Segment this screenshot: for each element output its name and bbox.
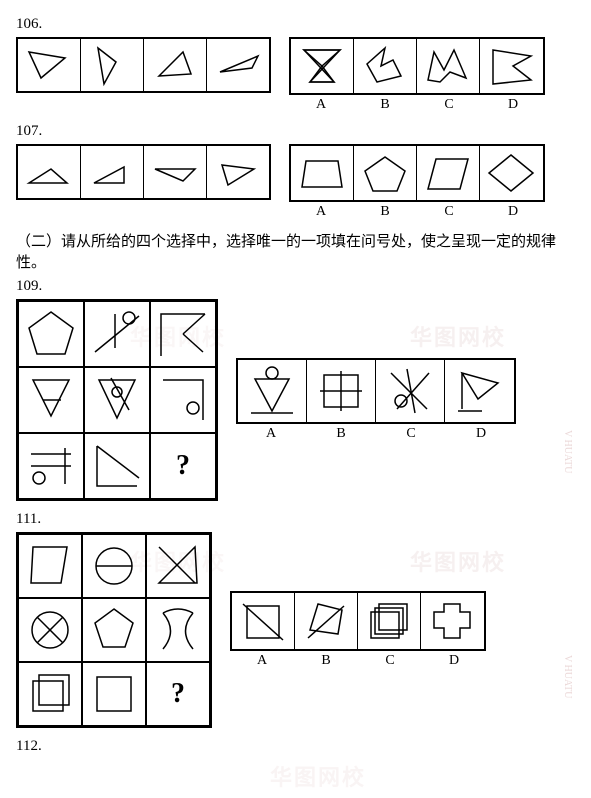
q111-options-wrap: A B C D (230, 591, 486, 669)
q106-options-wrap: A B C D (289, 37, 545, 113)
label-c: C (417, 204, 481, 220)
q106-labels: A B C D (289, 97, 545, 113)
q107-options-wrap: A B C D (289, 144, 545, 220)
question-mark: ? (176, 450, 190, 482)
q109-options-wrap: A B C D (236, 358, 516, 442)
question-number-111: 111. (16, 511, 581, 528)
q109-row: ? A B C D (16, 299, 575, 501)
label-d: D (481, 97, 545, 113)
section-2-instruction: （二）请从所给的四个选择中，选择唯一的一项填在问号处，使之呈现一定的规律性。 (16, 230, 575, 272)
label-c: C (376, 426, 446, 442)
question-number-112: 112. (16, 738, 581, 755)
q111-options (230, 591, 486, 651)
question-number-109: 109. (16, 278, 581, 295)
label-c: C (417, 97, 481, 113)
label-a: A (236, 426, 306, 442)
q111-row: ? A B C D (16, 532, 575, 728)
label-b: B (294, 653, 358, 669)
q109-options (236, 358, 516, 424)
label-a: A (289, 204, 353, 220)
q106-options (289, 37, 545, 95)
label-b: B (353, 97, 417, 113)
label-d: D (446, 426, 516, 442)
label-b: B (306, 426, 376, 442)
question-number-106: 106. (16, 16, 581, 33)
q109-matrix: ? (16, 299, 218, 501)
q106-row: A B C D (16, 37, 575, 113)
label-c: C (358, 653, 422, 669)
label-d: D (422, 653, 486, 669)
label-a: A (230, 653, 294, 669)
label-a: A (289, 97, 353, 113)
label-b: B (353, 204, 417, 220)
q111-labels: A B C D (230, 653, 486, 669)
q107-row: A B C D (16, 144, 575, 220)
label-d: D (481, 204, 545, 220)
question-number-107: 107. (16, 123, 581, 140)
question-mark: ? (171, 678, 185, 710)
q107-options (289, 144, 545, 202)
q107-stimulus (16, 144, 271, 200)
q109-labels: A B C D (236, 426, 516, 442)
q107-labels: A B C D (289, 204, 545, 220)
q111-matrix: ? (16, 532, 212, 728)
q106-stimulus (16, 37, 271, 93)
watermark: 华图网校 (270, 760, 366, 792)
